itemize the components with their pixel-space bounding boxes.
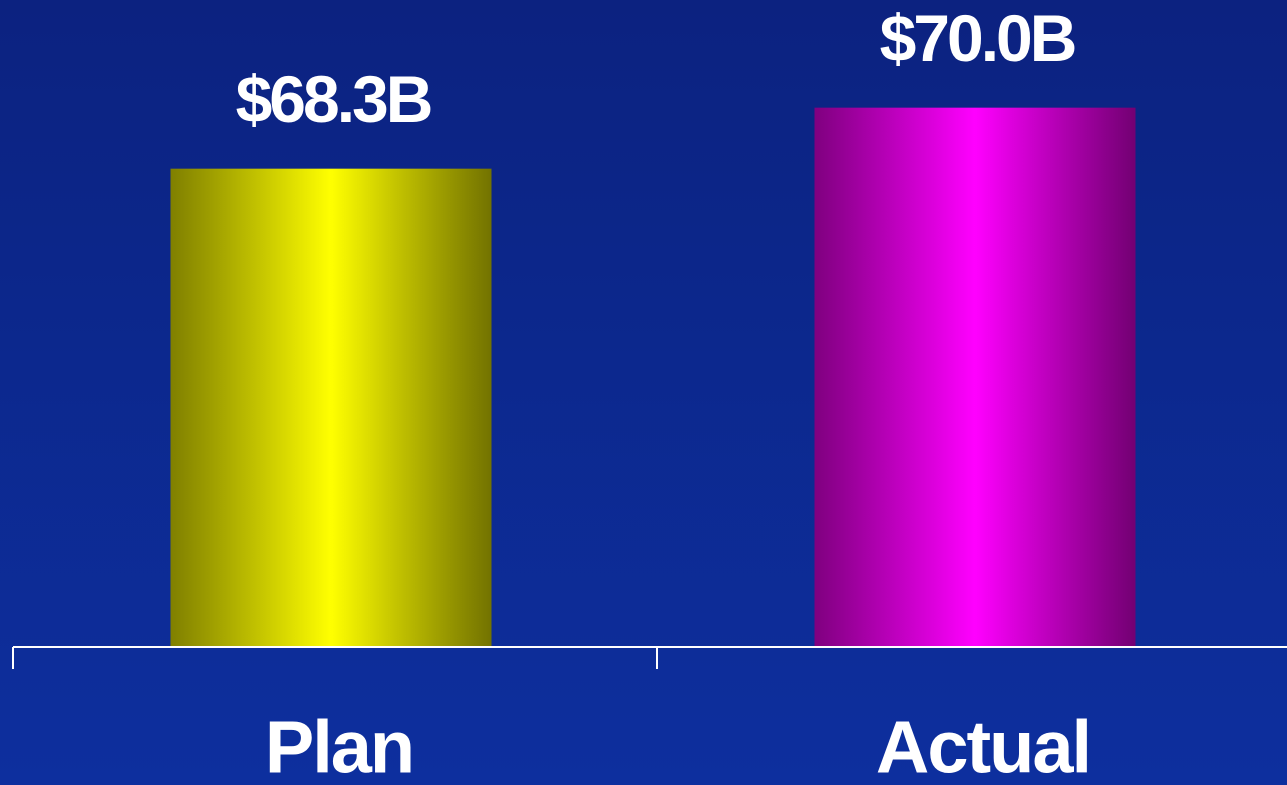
value-label: $70.0B [880,1,1075,75]
x-tick-label: Plan [265,706,413,785]
value-label: $68.3B [236,62,431,136]
bar [170,168,492,646]
x-tick-label: Actual [876,706,1090,785]
bar [814,107,1136,646]
